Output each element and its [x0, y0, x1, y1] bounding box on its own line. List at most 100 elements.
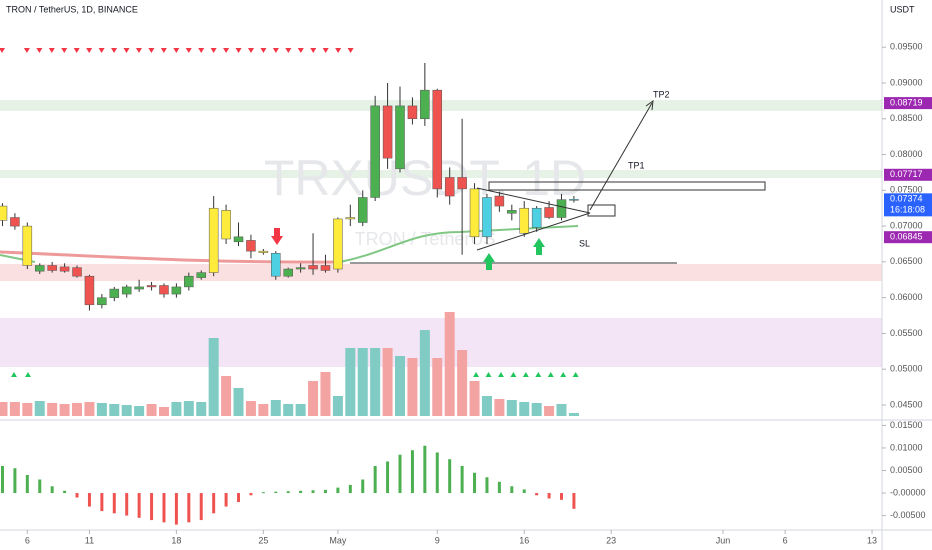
- buy-arrow: [483, 253, 495, 270]
- histogram-bar: [50, 486, 54, 494]
- volume-bar: [208, 338, 219, 416]
- axis-unit: USDT: [890, 4, 915, 14]
- signal-marker: [25, 372, 31, 377]
- y-tick-label: 0.06500: [890, 256, 923, 266]
- volume-bar: [469, 381, 480, 416]
- candle-body: [59, 266, 70, 272]
- volume-bar: [196, 402, 207, 416]
- candle-body: [444, 177, 455, 197]
- histogram-bar: [13, 468, 17, 494]
- y-tick-label: 0.06000: [890, 292, 923, 302]
- histogram-bar: [535, 493, 539, 496]
- histogram-bar: [137, 493, 141, 518]
- signal-marker: [210, 48, 217, 53]
- candle-body: [271, 253, 281, 277]
- watermark-sub: TRON / TetherUS: [355, 229, 496, 249]
- candle-body: [370, 105, 380, 198]
- signal-marker: [335, 48, 342, 53]
- histogram-bar: [348, 484, 352, 494]
- histogram-bar: [435, 452, 439, 494]
- signal-marker: [285, 48, 292, 53]
- volume-bar: [59, 404, 70, 416]
- candle-body: [10, 217, 20, 227]
- signal-marker: [148, 48, 155, 53]
- histogram-bar: [299, 490, 303, 494]
- signal-marker: [135, 48, 142, 53]
- volume-bar: [544, 406, 555, 416]
- price-label-bg: [884, 168, 932, 181]
- signal-marker: [560, 372, 567, 377]
- candle-body: [345, 217, 356, 220]
- volume-bar: [345, 348, 356, 416]
- demand-zone: [0, 264, 882, 281]
- signal-marker: [235, 48, 242, 53]
- volume-bar: [270, 400, 281, 416]
- volume-bar: [158, 407, 169, 416]
- candle-body: [544, 207, 554, 218]
- signal-marker: [260, 48, 267, 53]
- volume-bar: [457, 350, 468, 416]
- signal-marker: [98, 48, 105, 53]
- y-tick-label: 0.01500: [890, 420, 923, 430]
- x-tick-label: 6: [25, 535, 30, 545]
- signal-marker: [510, 372, 517, 377]
- price-label-bg: [884, 97, 932, 110]
- signal-marker: [485, 372, 492, 377]
- x-tick-label: 16: [519, 535, 529, 545]
- volume-bar: [183, 401, 194, 416]
- histogram-bar: [311, 490, 315, 494]
- volume-bar: [407, 358, 418, 416]
- signal-marker: [572, 372, 579, 377]
- volume-bar: [96, 403, 107, 416]
- y-tick-label: 0.07500: [890, 185, 923, 195]
- candle-body: [159, 285, 169, 295]
- x-tick-label: 18: [171, 535, 181, 545]
- candle-body: [72, 267, 82, 277]
- volume-bar: [245, 401, 256, 416]
- moving-average: [0, 250, 341, 264]
- histogram-bar: [261, 492, 265, 494]
- volume-bar: [0, 402, 8, 416]
- watermark: TRXUSDT, 1D: [264, 150, 586, 206]
- candle-body: [295, 267, 306, 270]
- volume-bar: [332, 396, 343, 416]
- candle-body: [233, 236, 244, 243]
- signal-marker: [185, 48, 192, 53]
- volume-bar: [34, 401, 45, 416]
- histogram-bar: [112, 493, 116, 514]
- signal-marker: [36, 48, 43, 53]
- x-tick-label: 23: [606, 535, 616, 545]
- candle-body: [308, 265, 318, 270]
- x-tick-label: 11: [85, 535, 94, 545]
- annotation: SL: [579, 238, 590, 248]
- candle-body: [357, 197, 368, 223]
- volume-bar: [556, 404, 567, 416]
- volume-bar: [419, 330, 430, 416]
- candle-body: [134, 286, 144, 290]
- volume-bar: [519, 402, 530, 416]
- signal-marker: [11, 372, 17, 377]
- histogram-bar: [473, 472, 477, 494]
- histogram-bar: [125, 493, 129, 516]
- y-tick-label: 0.05000: [890, 364, 923, 374]
- histogram-bar: [187, 493, 191, 523]
- signal-marker: [522, 372, 529, 377]
- signal-marker: [547, 372, 554, 377]
- histogram-bar: [0, 465, 4, 494]
- x-tick-label: 9: [435, 535, 440, 545]
- x-tick-label: Jun: [716, 535, 731, 545]
- tp1-box: [488, 181, 766, 191]
- histogram-bar: [423, 445, 427, 494]
- histogram-bar: [323, 489, 327, 494]
- y-tick-label: 0.00500: [890, 465, 923, 475]
- candle-body: [469, 188, 480, 238]
- signal-marker: [223, 48, 230, 53]
- signal-marker: [61, 48, 68, 53]
- signal-marker: [272, 48, 279, 53]
- signal-marker: [48, 48, 55, 53]
- signal-marker: [198, 48, 205, 53]
- price-label: 0.06845: [890, 232, 923, 242]
- symbol-title: TRON / TetherUS, 1D, BINANCE: [6, 4, 138, 14]
- candle-body: [22, 225, 33, 266]
- candle-body: [258, 250, 269, 253]
